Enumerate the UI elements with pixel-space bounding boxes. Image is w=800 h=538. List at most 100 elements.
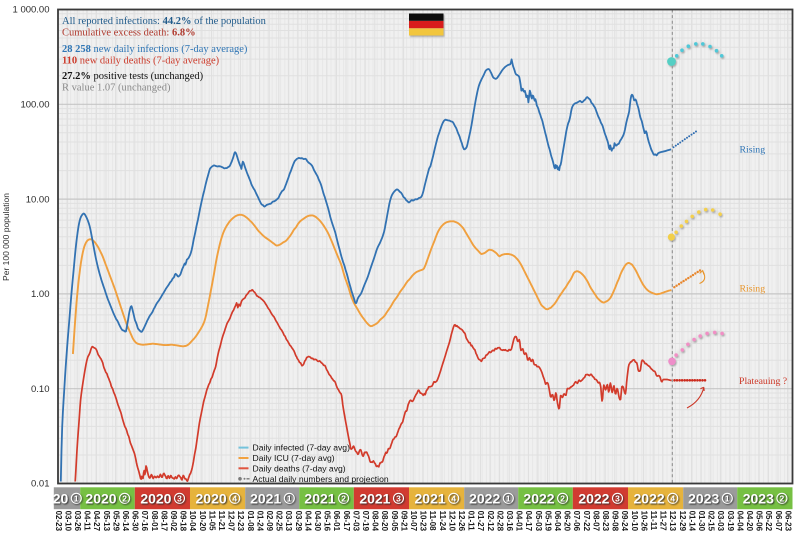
- svg-text:05-03: 05-03: [534, 511, 543, 532]
- svg-text:11-05: 11-05: [207, 511, 216, 532]
- svg-text:05-29: 05-29: [111, 511, 120, 532]
- svg-text:R value 1.07 (unchanged): R value 1.07 (unchanged): [62, 82, 171, 93]
- svg-text:07-22: 07-22: [582, 511, 591, 532]
- svg-text:09-21: 09-21: [399, 511, 408, 532]
- svg-text:06-07: 06-07: [774, 511, 783, 532]
- svg-text:2020: 2020: [85, 491, 116, 507]
- svg-text:10-26: 10-26: [639, 511, 648, 532]
- svg-text:Rising: Rising: [740, 284, 766, 295]
- svg-text:12-13: 12-13: [668, 511, 677, 532]
- svg-text:05-16: 05-16: [323, 511, 332, 532]
- svg-text:Daily infected (7-day avg): Daily infected (7-day avg): [253, 443, 351, 453]
- svg-text:02-09: 02-09: [265, 511, 274, 532]
- svg-text:2021: 2021: [304, 491, 335, 507]
- svg-text:06-01: 06-01: [332, 511, 341, 532]
- svg-text:10-20: 10-20: [198, 511, 207, 532]
- svg-text:04-17: 04-17: [524, 511, 533, 532]
- svg-text:0.10: 0.10: [31, 384, 50, 395]
- svg-text:2020: 2020: [196, 491, 227, 507]
- svg-text:05-06: 05-06: [755, 511, 764, 532]
- svg-text:03-03: 03-03: [716, 511, 725, 532]
- svg-text:07-03: 07-03: [351, 511, 360, 532]
- svg-text:02-28: 02-28: [495, 511, 504, 532]
- svg-text:09-02: 09-02: [169, 511, 178, 532]
- svg-text:4: 4: [670, 493, 675, 503]
- svg-text:27.2% positive tests (unchange: 27.2% positive tests (unchanged): [62, 71, 204, 82]
- svg-text:2023: 2023: [688, 491, 719, 507]
- svg-text:05-13: 05-13: [102, 511, 111, 532]
- svg-text:10-23: 10-23: [419, 511, 428, 532]
- svg-text:09-05: 09-05: [390, 511, 399, 532]
- svg-text:01-11: 01-11: [467, 511, 476, 532]
- svg-text:05-19: 05-19: [543, 511, 552, 532]
- svg-text:All reported infections: 44.2%: All reported infections: 44.2% of the po…: [62, 16, 267, 27]
- svg-text:04-27: 04-27: [92, 511, 101, 532]
- svg-text:110 new daily deaths (7-day av: 110 new daily deaths (7-day average): [62, 55, 220, 66]
- svg-text:03-29: 03-29: [294, 511, 303, 532]
- svg-text:01-27: 01-27: [476, 511, 485, 532]
- svg-text:10-04: 10-04: [188, 511, 197, 532]
- svg-text:Cumulative excess death: 6.8%: Cumulative excess death: 6.8%: [62, 27, 196, 38]
- svg-text:09-08: 09-08: [611, 511, 620, 532]
- svg-text:10.00: 10.00: [26, 194, 50, 205]
- svg-text:06-23: 06-23: [783, 511, 792, 532]
- svg-text:2: 2: [341, 493, 346, 503]
- svg-text:12-10: 12-10: [447, 511, 456, 532]
- svg-text:04-14: 04-14: [303, 511, 312, 532]
- svg-text:2022: 2022: [634, 491, 665, 507]
- svg-text:11-21: 11-21: [217, 511, 226, 532]
- svg-text:3: 3: [615, 493, 620, 503]
- svg-text:12-07: 12-07: [227, 511, 236, 532]
- svg-text:04-11: 04-11: [83, 511, 92, 532]
- svg-text:2022: 2022: [578, 491, 609, 507]
- svg-text:08-17: 08-17: [159, 511, 168, 532]
- svg-text:03-10: 03-10: [63, 511, 72, 532]
- svg-text:Daily deaths (7-day avg): Daily deaths (7-day avg): [253, 463, 346, 473]
- svg-text:07-16: 07-16: [140, 511, 149, 532]
- svg-text:100.00: 100.00: [20, 100, 49, 111]
- svg-text:11-24: 11-24: [438, 511, 447, 532]
- svg-text:04-30: 04-30: [313, 511, 322, 532]
- svg-text:2021: 2021: [415, 491, 446, 507]
- svg-text:1: 1: [74, 493, 79, 503]
- svg-text:09-24: 09-24: [620, 511, 629, 532]
- svg-text:09-18: 09-18: [179, 511, 188, 532]
- svg-text:1: 1: [287, 493, 292, 503]
- svg-text:06-17: 06-17: [342, 511, 351, 532]
- svg-text:02-25: 02-25: [275, 511, 284, 532]
- svg-text:1.00: 1.00: [31, 289, 50, 300]
- svg-text:06-20: 06-20: [563, 511, 572, 532]
- svg-text:01-14: 01-14: [687, 511, 696, 532]
- svg-text:11-08: 11-08: [428, 511, 437, 532]
- svg-text:10-07: 10-07: [409, 511, 418, 532]
- svg-text:08-20: 08-20: [380, 511, 389, 532]
- svg-text:28 258 new daily infections (7: 28 258 new daily infections (7-day avera…: [62, 44, 248, 55]
- svg-text:1 000.00: 1 000.00: [13, 5, 50, 16]
- svg-text:2: 2: [780, 493, 785, 503]
- svg-text:0.01: 0.01: [31, 479, 50, 490]
- svg-text:12-26: 12-26: [457, 511, 466, 532]
- svg-text:10-10: 10-10: [630, 511, 639, 532]
- svg-text:2: 2: [560, 493, 565, 503]
- svg-text:02-15: 02-15: [707, 511, 716, 532]
- svg-text:08-23: 08-23: [601, 511, 610, 532]
- svg-text:2022: 2022: [523, 491, 554, 507]
- svg-text:3: 3: [396, 493, 401, 503]
- svg-text:08-04: 08-04: [371, 511, 380, 532]
- svg-text:2020: 2020: [140, 491, 171, 507]
- svg-text:4: 4: [232, 493, 237, 503]
- svg-text:Per 100 000 population: Per 100 000 population: [1, 193, 11, 281]
- svg-text:02-12: 02-12: [486, 511, 495, 532]
- svg-text:08-01: 08-01: [150, 511, 159, 532]
- svg-text:08-07: 08-07: [591, 511, 600, 532]
- svg-text:12-29: 12-29: [678, 511, 687, 532]
- svg-text:04-20: 04-20: [745, 511, 754, 532]
- svg-text:03-19: 03-19: [726, 511, 735, 532]
- svg-text:Plateauing ?: Plateauing ?: [739, 376, 787, 387]
- svg-text:06-04: 06-04: [553, 511, 562, 532]
- svg-text:01-24: 01-24: [255, 511, 264, 532]
- svg-text:12-23: 12-23: [236, 511, 245, 532]
- svg-text:4: 4: [451, 493, 456, 503]
- svg-text:2023: 2023: [743, 491, 774, 507]
- svg-text:04-04: 04-04: [735, 511, 744, 532]
